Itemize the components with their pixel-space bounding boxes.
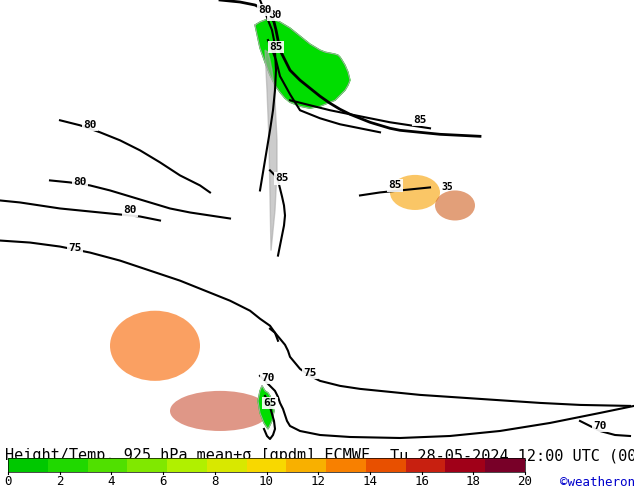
Text: 12: 12 bbox=[311, 475, 326, 488]
FancyBboxPatch shape bbox=[366, 458, 406, 472]
Text: 75: 75 bbox=[68, 243, 82, 252]
Text: 4: 4 bbox=[108, 475, 115, 488]
FancyBboxPatch shape bbox=[48, 458, 87, 472]
Text: 65: 65 bbox=[263, 398, 277, 408]
Polygon shape bbox=[255, 18, 350, 108]
Text: 80: 80 bbox=[83, 120, 97, 130]
FancyBboxPatch shape bbox=[8, 458, 48, 472]
FancyBboxPatch shape bbox=[485, 458, 525, 472]
Text: 6: 6 bbox=[159, 475, 167, 488]
Text: 8: 8 bbox=[211, 475, 219, 488]
Text: 10: 10 bbox=[259, 475, 274, 488]
Text: 70: 70 bbox=[261, 373, 275, 383]
FancyBboxPatch shape bbox=[287, 458, 326, 472]
Text: Tu 28-05-2024 12:00 UTC (00+12): Tu 28-05-2024 12:00 UTC (00+12) bbox=[390, 448, 634, 463]
Text: 85: 85 bbox=[388, 180, 402, 191]
Ellipse shape bbox=[110, 311, 200, 381]
Text: Height/Temp. 925 hPa mean+σ [gpdm] ECMWF: Height/Temp. 925 hPa mean+σ [gpdm] ECMWF bbox=[5, 448, 370, 463]
Text: 80: 80 bbox=[258, 5, 272, 15]
FancyBboxPatch shape bbox=[247, 458, 287, 472]
Text: 0: 0 bbox=[4, 475, 12, 488]
FancyBboxPatch shape bbox=[207, 458, 247, 472]
Text: 2: 2 bbox=[56, 475, 63, 488]
Text: 80: 80 bbox=[268, 10, 281, 20]
Text: 35: 35 bbox=[441, 182, 453, 193]
Text: 75: 75 bbox=[303, 368, 317, 378]
Text: 16: 16 bbox=[414, 475, 429, 488]
Text: 80: 80 bbox=[123, 205, 137, 216]
FancyBboxPatch shape bbox=[406, 458, 446, 472]
FancyBboxPatch shape bbox=[87, 458, 127, 472]
Text: 70: 70 bbox=[593, 421, 607, 431]
Text: 80: 80 bbox=[74, 177, 87, 187]
Ellipse shape bbox=[435, 191, 475, 220]
Text: 20: 20 bbox=[517, 475, 533, 488]
Text: 85: 85 bbox=[275, 173, 288, 183]
Text: 85: 85 bbox=[413, 115, 427, 125]
Text: ©weatheronline.co.uk: ©weatheronline.co.uk bbox=[560, 475, 634, 489]
Polygon shape bbox=[258, 386, 274, 429]
Text: 18: 18 bbox=[466, 475, 481, 488]
Ellipse shape bbox=[390, 175, 440, 210]
FancyBboxPatch shape bbox=[127, 458, 167, 472]
FancyBboxPatch shape bbox=[167, 458, 207, 472]
Text: 14: 14 bbox=[363, 475, 377, 488]
Ellipse shape bbox=[170, 391, 270, 431]
Text: 85: 85 bbox=[269, 42, 283, 52]
Polygon shape bbox=[265, 50, 277, 250]
FancyBboxPatch shape bbox=[446, 458, 485, 472]
FancyBboxPatch shape bbox=[326, 458, 366, 472]
